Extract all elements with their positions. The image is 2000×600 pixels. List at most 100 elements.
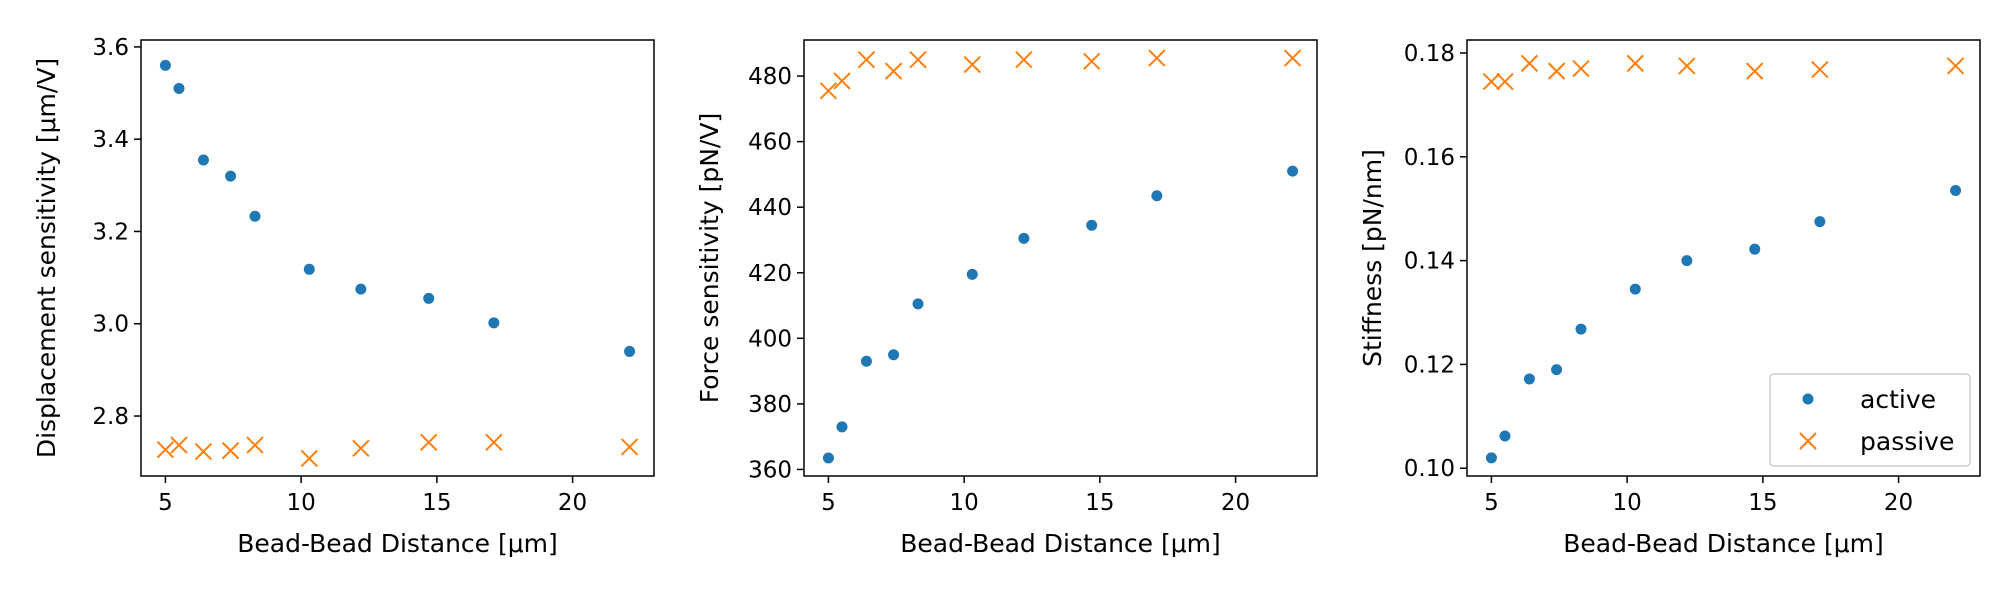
data-point-passive <box>857 50 876 69</box>
legend-label-passive: passive <box>1860 427 1954 456</box>
data-point-passive <box>1811 60 1829 79</box>
data-point-passive <box>156 440 175 459</box>
axes-frame <box>803 39 1318 477</box>
data-point-active <box>624 345 636 357</box>
x-tick-label: 20 <box>1884 490 1913 516</box>
data-point-active <box>1086 219 1098 231</box>
chart-panel-2: 5 10 15 20 360 380 400 420 440 460 480 Bead-Bead Di… <box>695 39 1318 558</box>
data-point-passive <box>246 436 264 454</box>
chart-panel-1: 5 10 15 20 2.8 3.0 3.2 3.4 3.6 Bead-Bead Distance… <box>32 35 655 558</box>
data-point-active <box>303 263 315 275</box>
data-point-active <box>966 268 978 280</box>
y-tick-label: 0.12 <box>1404 352 1455 378</box>
y-tick-label: 0.18 <box>1404 41 1455 67</box>
y-tick-label: 460 <box>748 130 792 156</box>
legend-marker-active <box>1802 393 1814 405</box>
data-point-active <box>225 170 237 182</box>
data-point-passive <box>1678 57 1696 75</box>
y-tick-label: 380 <box>748 392 792 418</box>
data-point-active <box>1950 185 1962 197</box>
data-point-active <box>1485 452 1497 464</box>
series-passive <box>1482 54 1965 91</box>
y-axis-label: Displacement sensitivity [μm/V] <box>32 58 61 458</box>
series-active <box>1485 185 1962 464</box>
x-tick-label: 20 <box>1221 490 1250 516</box>
data-point-active <box>1551 364 1563 376</box>
x-tick-label: 15 <box>422 490 451 516</box>
data-point-active <box>912 298 924 310</box>
data-point-passive <box>1572 59 1590 78</box>
data-point-passive <box>833 72 851 90</box>
data-point-active <box>1499 430 1511 442</box>
data-point-passive <box>420 433 438 452</box>
x-axis-label: Bead-Bead Distance [μm] <box>900 529 1221 558</box>
data-point-active <box>1287 165 1299 177</box>
x-tick-label: 10 <box>1613 490 1642 516</box>
data-point-passive <box>1015 50 1033 69</box>
data-point-active <box>1681 255 1693 267</box>
data-point-passive <box>884 62 903 80</box>
x-tick-label: 15 <box>1748 490 1777 516</box>
data-point-active <box>1749 243 1761 255</box>
data-point-passive <box>1946 57 1965 75</box>
data-point-passive <box>1626 54 1644 73</box>
y-tick-label: 2.8 <box>92 404 129 430</box>
data-point-passive <box>1496 72 1514 91</box>
series-active <box>822 165 1299 464</box>
y-tick-label: 0.14 <box>1404 249 1455 275</box>
legend: active passive <box>1769 373 1971 467</box>
data-point-passive <box>1746 62 1764 80</box>
data-point-active <box>488 317 500 329</box>
y-axis-label: Stiffness [pN/nm] <box>1358 149 1387 367</box>
data-point-passive <box>170 436 188 454</box>
y-tick-label: 480 <box>748 64 792 90</box>
series-active <box>159 59 636 357</box>
y-tick-label: 3.4 <box>92 127 129 153</box>
data-point-active <box>159 59 171 71</box>
x-tick-label: 5 <box>821 490 836 516</box>
data-point-active <box>423 292 435 304</box>
data-point-passive <box>485 433 503 452</box>
data-point-active <box>249 210 261 222</box>
y-tick-label: 360 <box>748 457 792 483</box>
x-tick-label: 20 <box>558 490 587 516</box>
y-tick-label: 440 <box>748 195 792 221</box>
data-point-passive <box>1520 54 1539 73</box>
x-tick-label: 5 <box>1484 490 1499 516</box>
data-point-passive <box>1547 62 1566 80</box>
y-tick-label: 400 <box>748 326 792 352</box>
x-tick-label: 10 <box>287 490 316 516</box>
data-point-passive <box>1482 72 1501 91</box>
data-point-passive <box>1283 49 1302 67</box>
legend-label-active: active <box>1860 385 1936 414</box>
data-point-passive <box>620 438 639 456</box>
data-point-active <box>1575 323 1587 335</box>
data-point-active <box>1814 216 1826 228</box>
x-axis-label: Bead-Bead Distance [μm] <box>237 529 558 558</box>
data-point-active <box>1629 283 1641 295</box>
data-point-active <box>888 349 900 361</box>
data-point-active <box>197 154 209 166</box>
legend-marker-passive <box>1799 432 1817 450</box>
y-tick-label: 0.10 <box>1404 456 1455 482</box>
data-point-passive <box>352 439 370 458</box>
axes-frame <box>1466 39 1981 477</box>
y-axis-label: Force sensitivity [pN/V] <box>695 113 724 403</box>
y-tick-label: 3.2 <box>92 219 129 245</box>
x-tick-label: 15 <box>1085 490 1114 516</box>
x-axis-label: Bead-Bead Distance [μm] <box>1563 529 1884 558</box>
data-point-passive <box>221 441 240 460</box>
data-point-active <box>822 452 834 464</box>
data-point-passive <box>963 55 981 74</box>
series-passive <box>819 49 1302 100</box>
legend-box <box>1769 373 1971 467</box>
x-tick-label: 5 <box>158 490 173 516</box>
data-point-active <box>355 283 367 295</box>
x-tick-label: 10 <box>950 490 979 516</box>
data-point-passive <box>909 50 927 69</box>
data-point-passive <box>819 82 838 100</box>
data-point-passive <box>1083 52 1101 71</box>
y-tick-label: 3.6 <box>92 35 129 61</box>
data-point-active <box>860 355 872 367</box>
